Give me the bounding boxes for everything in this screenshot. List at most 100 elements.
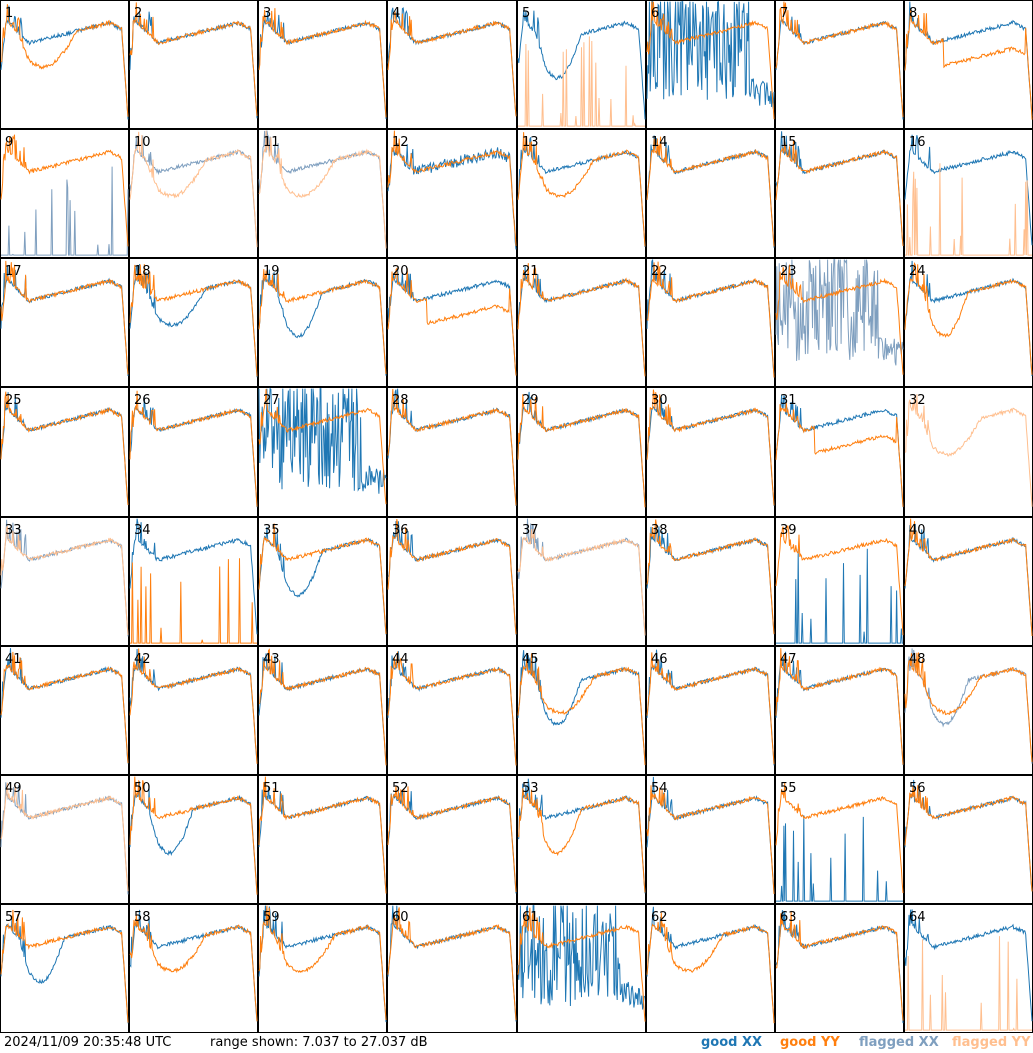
- panel-label: 39: [780, 523, 797, 538]
- panel-label: 26: [134, 393, 151, 408]
- series-yy-good: [517, 653, 646, 766]
- series-yy-good: [387, 907, 517, 1021]
- series-xx-flagged: [0, 782, 129, 895]
- panel-frame: [517, 904, 646, 1033]
- panel-label: 10: [134, 135, 151, 150]
- footer-bar: 2024/11/09 20:35:48 UTC range shown: 7.0…: [0, 1033, 1033, 1053]
- series-yy-good: [129, 264, 258, 377]
- series-yy-good: [387, 11, 517, 117]
- series-yy-good: [517, 132, 646, 247]
- panel-frame: [0, 904, 129, 1033]
- panel-label: 63: [780, 910, 797, 925]
- panel-label: 40: [909, 523, 926, 538]
- panel-label: 41: [5, 652, 22, 667]
- panel-12: 12: [387, 129, 517, 258]
- legend-flagged-xx: flagged XX: [859, 1035, 939, 1050]
- panel-label: 5: [522, 6, 530, 21]
- panel-56: 56: [904, 775, 1033, 904]
- panel-24: 24: [904, 258, 1033, 387]
- series-yy-good: [258, 776, 387, 894]
- panel-42: 42: [129, 646, 258, 775]
- panel-22: 22: [646, 258, 775, 387]
- panel-label: 27: [263, 393, 280, 408]
- panel-15: 15: [775, 129, 904, 258]
- panel-8: 8: [904, 0, 1033, 129]
- panel-label: 59: [263, 910, 280, 925]
- series-yy-good: [646, 912, 775, 1024]
- panel-17: 17: [0, 258, 129, 387]
- panel-label: 52: [392, 781, 409, 796]
- panel-label: 35: [263, 523, 280, 538]
- panel-60: 60: [387, 904, 517, 1033]
- panel-label: 6: [651, 6, 659, 21]
- panel-frame: [517, 387, 646, 517]
- series-xx-good: [776, 815, 903, 902]
- series-xx-good: [517, 391, 646, 505]
- panel-frame: [517, 646, 646, 775]
- series-yy-flagged: [0, 782, 129, 892]
- panel-label: 60: [392, 910, 409, 925]
- panel-frame: [775, 517, 904, 646]
- series-yy-good: [646, 785, 775, 895]
- panel-30: 30: [646, 387, 775, 517]
- series-yy-good: [0, 134, 129, 247]
- series-xx-good: [258, 12, 387, 119]
- panel-20: 20: [387, 258, 517, 387]
- panel-frame: [129, 258, 258, 387]
- panel-frame: [517, 0, 646, 129]
- series-xx-flagged: [129, 135, 258, 246]
- panel-49: 49: [0, 775, 129, 904]
- panel-frame: [517, 775, 646, 904]
- series-yy-flagged: [258, 130, 387, 249]
- panel-frame: [775, 258, 904, 387]
- panel-16: 16: [904, 129, 1033, 258]
- panel-frame: [775, 0, 904, 129]
- series-yy-good: [387, 651, 517, 766]
- panel-14: 14: [646, 129, 775, 258]
- panel-label: 64: [909, 910, 926, 925]
- series-yy-good: [775, 402, 904, 507]
- timestamp-label: 2024/11/09 20:35:48 UTC: [4, 1035, 172, 1050]
- series-yy-good: [775, 910, 904, 1021]
- panel-label: 25: [5, 393, 22, 408]
- series-yy-good: [904, 261, 1033, 375]
- panel-label: 49: [5, 781, 22, 796]
- panel-frame: [775, 775, 904, 904]
- series-yy-good: [258, 388, 387, 505]
- panel-label: 29: [522, 393, 539, 408]
- panel-frame: [0, 517, 129, 646]
- panel-27: 27: [258, 387, 387, 517]
- panel-frame: [387, 258, 517, 387]
- panel-29: 29: [517, 387, 646, 517]
- panel-33: 33: [0, 517, 129, 646]
- panel-label: 9: [5, 135, 13, 150]
- series-xx-good: [387, 7, 517, 117]
- series-xx-good: [258, 526, 387, 635]
- series-yy-good: [258, 523, 387, 635]
- panel-label: 48: [909, 652, 926, 667]
- panel-label: 19: [263, 264, 280, 279]
- series-xx-good: [129, 781, 258, 894]
- panel-10: 10: [129, 129, 258, 258]
- panel-frame: [646, 258, 775, 387]
- series-yy-good: [0, 260, 129, 375]
- panel-26: 26: [129, 387, 258, 517]
- series-yy-good: [129, 2, 258, 117]
- panel-frame: [646, 0, 775, 129]
- panel-label: 3: [263, 6, 271, 21]
- series-yy-good: [129, 776, 258, 895]
- panel-label: 23: [780, 264, 797, 279]
- panel-frame: [0, 387, 129, 517]
- panel-23: 23: [775, 258, 904, 387]
- series-yy-flagged: [905, 163, 1032, 256]
- panel-61: 61: [517, 904, 646, 1033]
- panel-35: 35: [258, 517, 387, 646]
- panel-37: 37: [517, 517, 646, 646]
- panel-label: 58: [134, 910, 151, 925]
- panel-4: 4: [387, 0, 517, 129]
- panel-13: 13: [517, 129, 646, 258]
- panel-frame: [387, 904, 517, 1033]
- panel-label: 47: [780, 652, 797, 667]
